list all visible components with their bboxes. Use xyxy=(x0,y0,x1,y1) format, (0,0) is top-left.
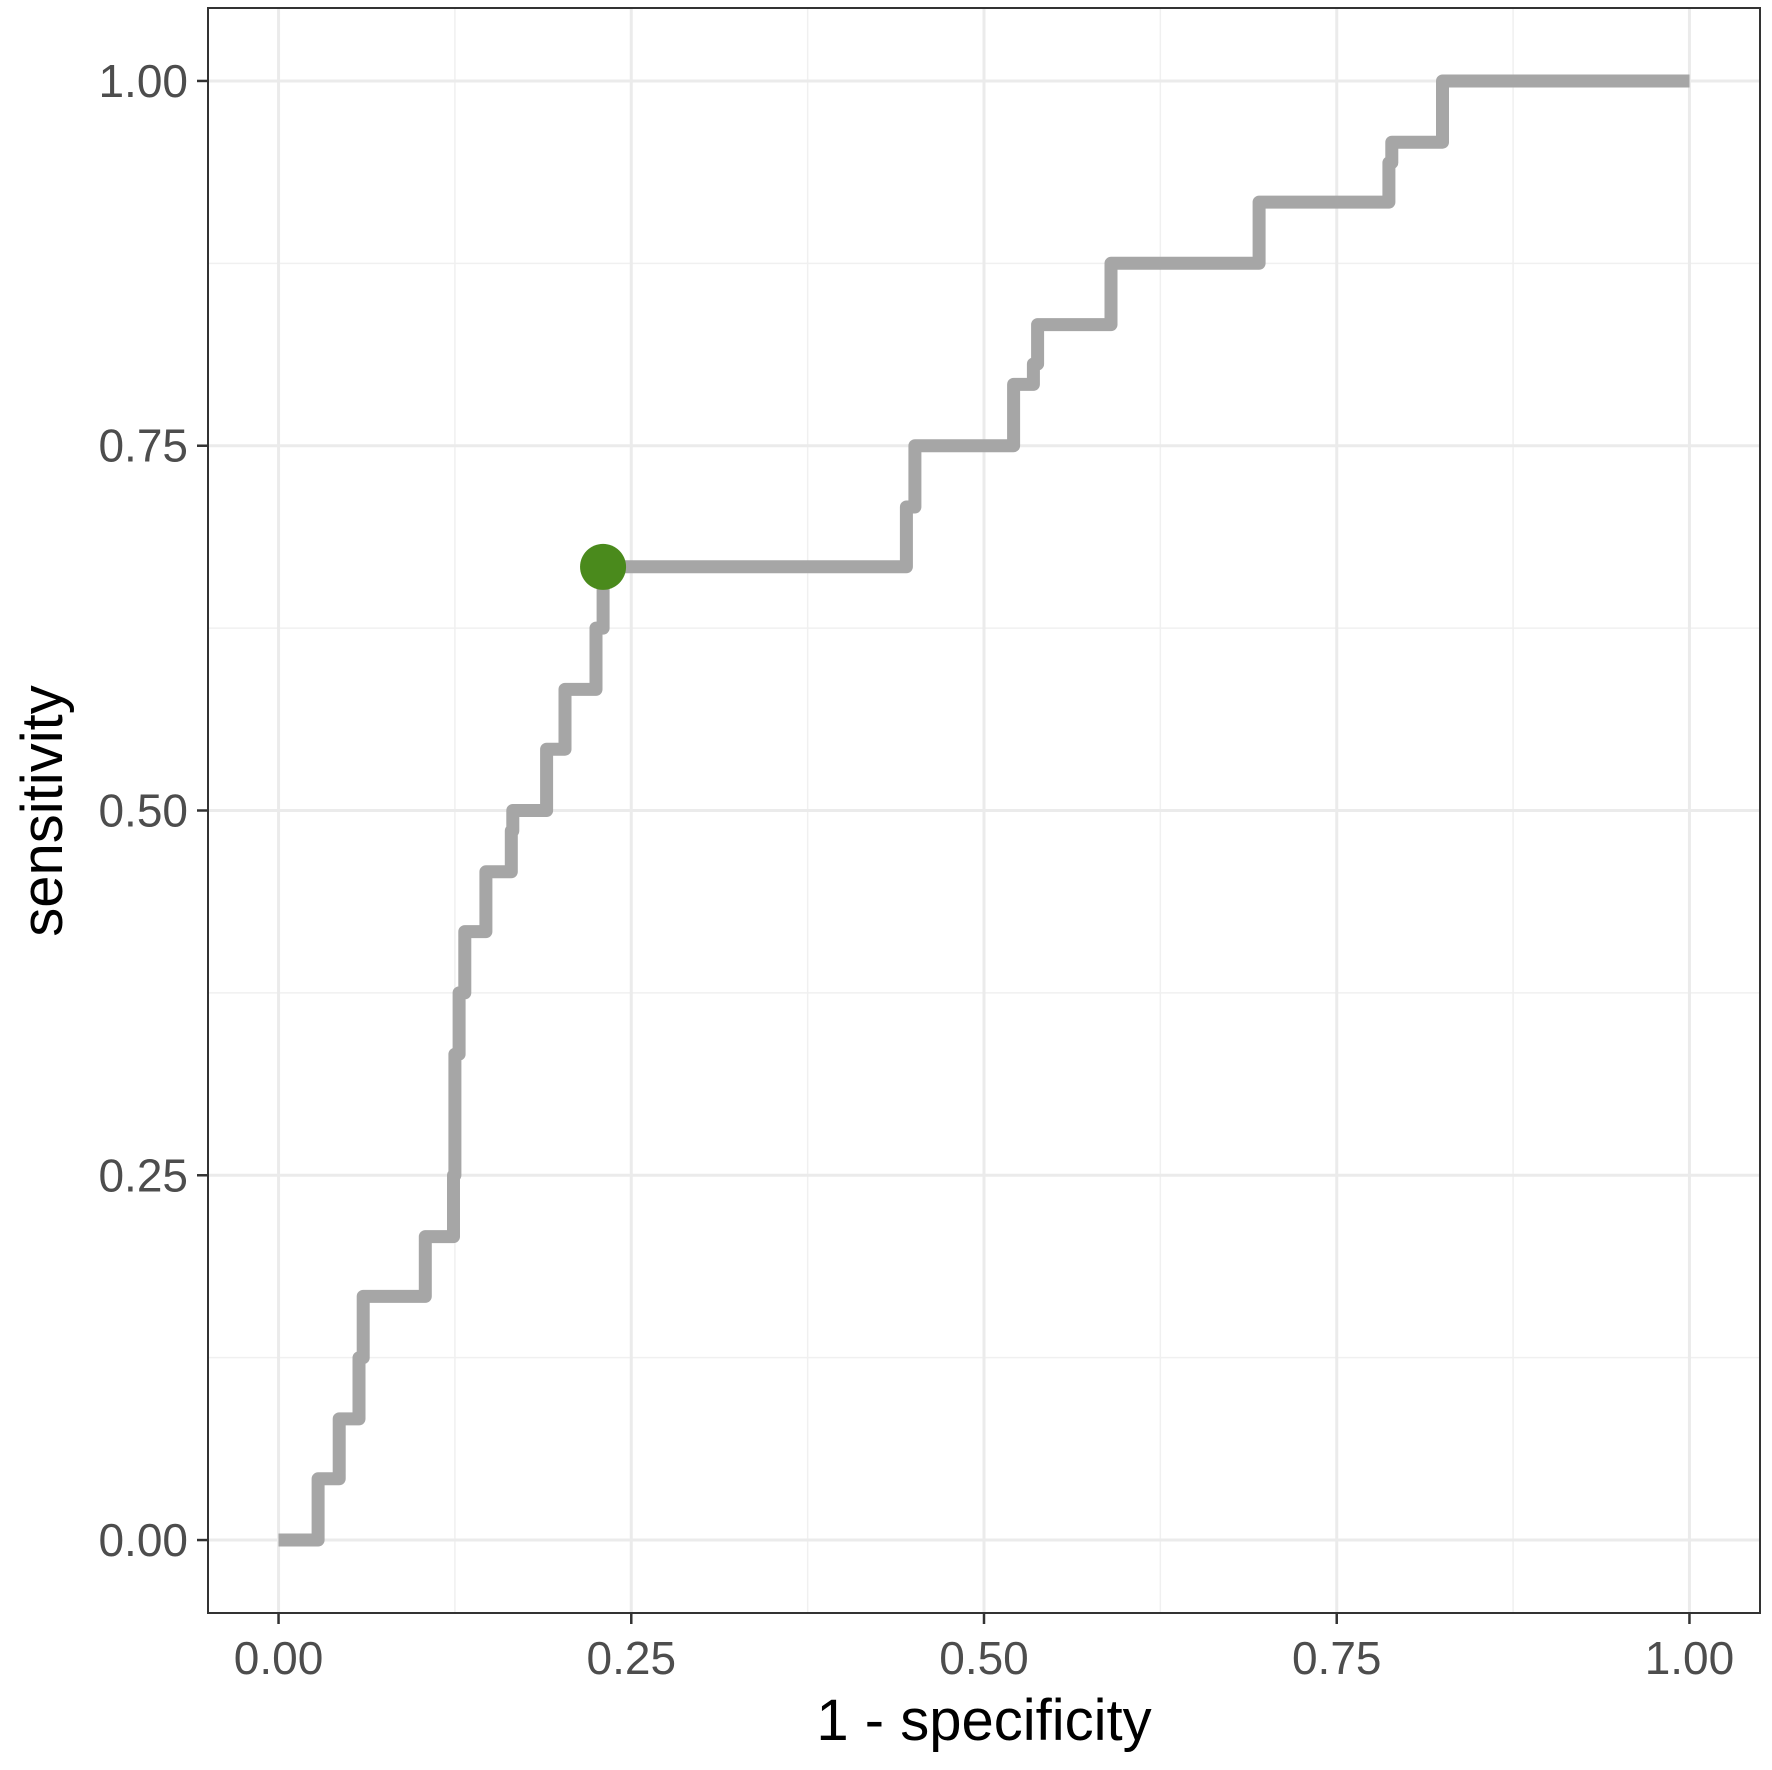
y-tick-label: 0.25 xyxy=(98,1149,188,1201)
x-tick-label: 0.00 xyxy=(234,1632,324,1684)
x-tick-label: 0.25 xyxy=(587,1632,677,1684)
y-tick-label: 1.00 xyxy=(98,55,188,107)
y-tick-label: 0.75 xyxy=(98,420,188,472)
y-axis-title: sensitivity xyxy=(10,685,75,936)
x-tick-label: 0.75 xyxy=(1292,1632,1382,1684)
series-layer xyxy=(278,74,1690,1547)
point-layer xyxy=(580,543,627,590)
y-tick-label: 0.00 xyxy=(98,1514,188,1566)
y-tick-label: 0.50 xyxy=(98,785,188,837)
x-axis-title: 1 - specificity xyxy=(816,1688,1151,1753)
x-tick-label: 0.50 xyxy=(939,1632,1029,1684)
x-tick-label: 1.00 xyxy=(1645,1632,1735,1684)
major-gridlines xyxy=(208,8,1760,1613)
x-axis-ticks: 0.00 0.25 0.50 0.75 1.00 xyxy=(234,1613,1734,1684)
y-axis-ticks: 0.00 0.25 0.50 0.75 1.00 xyxy=(98,55,208,1566)
optimal-cutoff-point xyxy=(580,543,627,590)
roc-curve-line xyxy=(278,74,1690,1547)
